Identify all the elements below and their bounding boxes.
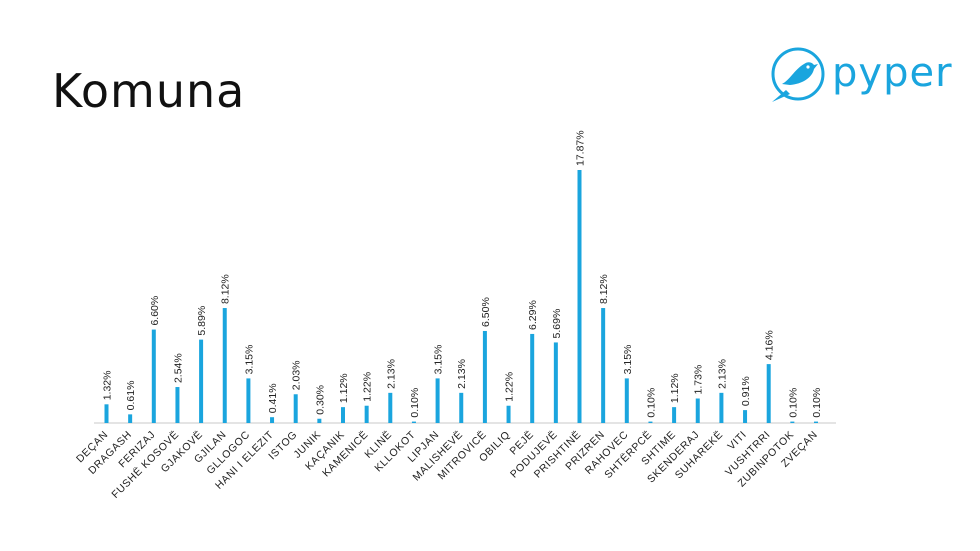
data-label: 2.54%	[172, 353, 184, 383]
bar	[577, 170, 582, 423]
bar	[553, 342, 558, 423]
bar	[506, 405, 511, 423]
data-label: 5.89%	[196, 306, 208, 336]
bar	[364, 405, 369, 423]
bar	[128, 414, 133, 423]
bar	[199, 339, 204, 423]
data-label: 0.10%	[645, 388, 657, 418]
bar	[175, 387, 180, 423]
bar	[151, 329, 156, 423]
bar	[814, 421, 818, 423]
bar	[317, 418, 322, 423]
bar	[435, 378, 440, 423]
bar	[388, 392, 393, 423]
data-label: 1.32%	[102, 371, 114, 401]
data-label: 6.50%	[480, 297, 492, 327]
data-label: 3.15%	[622, 345, 634, 375]
data-label: 0.10%	[787, 388, 799, 418]
bar	[719, 392, 724, 423]
bar	[624, 378, 629, 423]
bar	[530, 333, 535, 423]
data-label: 1.12%	[669, 373, 681, 403]
data-label: 2.13%	[716, 359, 728, 389]
data-label: 3.15%	[433, 345, 445, 375]
bar	[482, 330, 487, 423]
bar	[246, 378, 251, 423]
data-label: 0.10%	[409, 388, 421, 418]
data-label: 2.03%	[291, 360, 303, 390]
data-label: 3.15%	[243, 345, 255, 375]
bar	[222, 308, 227, 423]
data-label: 1.12%	[338, 373, 350, 403]
data-label: 0.91%	[740, 376, 752, 406]
bar	[104, 404, 109, 423]
bar	[790, 421, 795, 423]
bird-icon	[771, 47, 825, 102]
bar	[672, 407, 677, 423]
bar	[270, 417, 275, 423]
data-label: 1.73%	[693, 365, 705, 395]
bar	[411, 421, 416, 423]
bar	[459, 392, 464, 423]
data-label: 6.29%	[527, 300, 539, 330]
slide-title: Komuna	[52, 64, 246, 118]
data-label: 8.12%	[220, 274, 232, 304]
data-label: 5.69%	[551, 309, 563, 339]
data-label: 0.61%	[125, 381, 137, 411]
bar	[648, 421, 653, 423]
data-label: 1.22%	[504, 372, 516, 402]
bar	[743, 410, 748, 423]
data-label: 4.16%	[764, 330, 776, 360]
data-label: 6.60%	[149, 296, 161, 326]
data-label: 0.10%	[811, 388, 823, 418]
data-label: 2.13%	[385, 359, 397, 389]
data-label: 0.41%	[267, 383, 279, 413]
data-label: 17.87%	[575, 130, 587, 166]
pyper-logo: pyper	[768, 44, 958, 114]
bar	[341, 407, 345, 423]
data-label: 8.12%	[598, 274, 610, 304]
logo-text: pyper	[832, 50, 953, 96]
data-label: 1.22%	[362, 372, 374, 402]
data-label: 2.13%	[456, 359, 468, 389]
data-label: 0.30%	[314, 385, 326, 415]
bar	[601, 308, 606, 423]
bar	[766, 364, 771, 423]
bar	[695, 398, 700, 423]
bar	[293, 394, 298, 423]
